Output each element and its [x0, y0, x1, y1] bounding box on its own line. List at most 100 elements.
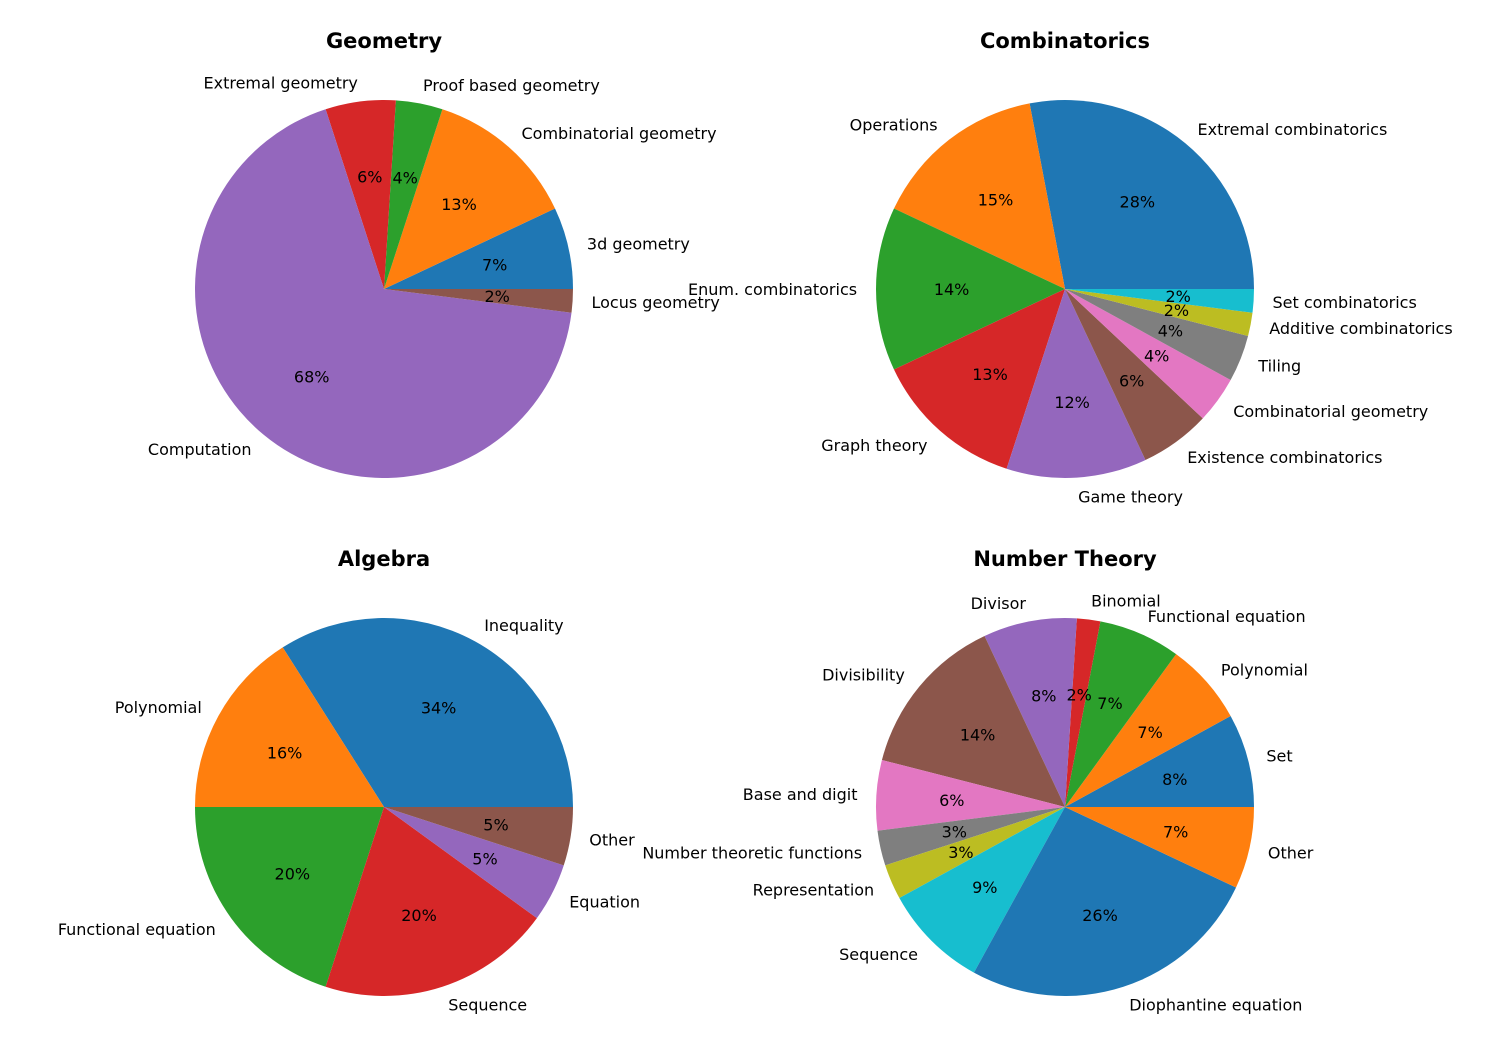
pct-label-game-theory: 12% [1054, 393, 1090, 412]
slice-label-game-theory: Game theory [1078, 488, 1183, 507]
pct-label-binomial: 2% [1067, 686, 1092, 705]
chart-title-number-theory: Number Theory [973, 547, 1157, 571]
slice-label-functional-equation: Functional equation [58, 920, 216, 939]
pie-slice-base-and-digit [876, 760, 1065, 831]
pie-slice-set-combinatorics [1065, 289, 1254, 313]
pct-label-enum-combinatorics: 14% [934, 280, 970, 299]
slice-label-diophantine-equation: Diophantine equation [1129, 996, 1302, 1015]
pie-slice-functional-equation [1065, 621, 1177, 807]
slice-label-other: Other [1268, 843, 1314, 862]
pie-slice-graph-theory [893, 289, 1065, 469]
slice-label-existence-combinatorics: Existence combinatorics [1187, 448, 1382, 467]
pct-label-sequence: 20% [401, 906, 437, 925]
pct-label-functional-equation: 20% [275, 865, 311, 884]
pie-slice-locus-geometry [384, 289, 573, 313]
slice-label-combinatorial-geometry: Combinatorial geometry [1233, 402, 1428, 421]
slice-label-other: Other [589, 831, 635, 850]
pct-label-base-and-digit: 6% [939, 791, 964, 810]
slice-label-set: Set [1266, 746, 1292, 765]
pct-label-polynomial: 16% [267, 743, 303, 762]
pie-chart-combinatorics: Combinatorics 28% Extremal combinatorics 1… [688, 29, 1453, 507]
chart-title-combinatorics: Combinatorics [980, 29, 1150, 53]
slice-label-computation: Computation [148, 440, 252, 459]
slice-label-binomial: Binomial [1091, 592, 1161, 611]
pie-slice-equation [384, 807, 564, 919]
pct-label-proof-based-geometry: 4% [393, 169, 418, 188]
pct-label-diophantine-equation: 26% [1082, 906, 1118, 925]
pie-slice-binomial [1065, 618, 1101, 807]
slice-label-divisor: Divisor [971, 594, 1027, 613]
pct-label-extremal-combinatorics: 28% [1120, 193, 1156, 212]
pie-chart-number-theory: Number Theory 8% Set 7% Polynomial 7% Functio… [642, 547, 1313, 1015]
pie-slice-combinatorial-geometry [1065, 289, 1231, 419]
pct-label-sequence: 9% [972, 878, 997, 897]
pie-chart-algebra: Algebra 34% Inequality 16% Polynomial 20% Fun… [58, 547, 640, 1015]
pie-slice-game-theory [1006, 289, 1146, 478]
pct-label-divisor: 8% [1031, 687, 1056, 706]
pct-label-additive-combinatorics: 2% [1164, 301, 1189, 320]
pie-slice-proof-based-geometry [384, 100, 443, 290]
slice-label-locus-geometry: Locus geometry [592, 293, 720, 312]
pct-label-polynomial: 7% [1137, 723, 1162, 742]
slice-label-representation: Representation [753, 881, 875, 900]
pct-label-existence-combinatorics: 6% [1119, 372, 1144, 391]
pie-slice-computation [195, 109, 572, 479]
pie-slice-extremal-combinatorics [1029, 100, 1254, 289]
pct-label-functional-equation: 7% [1097, 694, 1122, 713]
slice-label-tiling: Tiling [1257, 357, 1301, 376]
pie-chart-geometry: Geometry 7% 3d geometry 13% Combinatorial g… [148, 29, 720, 479]
pie-slice-divisibility [881, 635, 1065, 807]
pie-slice-functional-equation [195, 807, 384, 987]
pie-slice-extremal-geometry [325, 99, 396, 289]
slice-label-inequality: Inequality [484, 616, 563, 635]
pie-slice-polynomial [1065, 654, 1231, 807]
pct-label-locus-geometry: 2% [485, 287, 510, 306]
pct-label-graph-theory: 13% [972, 365, 1008, 384]
slice-label-sequence: Sequence [448, 996, 527, 1015]
pie-slice-operations [893, 103, 1065, 289]
pct-label-3d-geometry: 7% [482, 255, 507, 274]
slice-label-polynomial: Polynomial [1221, 661, 1308, 680]
pct-label-computation: 68% [294, 367, 330, 386]
pct-label-number-theoretic-functions: 3% [942, 823, 967, 842]
pct-label-set: 8% [1162, 770, 1187, 789]
slice-label-proof-based-geometry: Proof based geometry [423, 76, 600, 95]
chart-title-geometry: Geometry [326, 29, 442, 53]
slice-label-extremal-combinatorics: Extremal combinatorics [1198, 120, 1388, 139]
pie-slice-set [1065, 715, 1254, 807]
pie-slice-sequence [899, 807, 1065, 973]
pie-slice-3d-geometry [384, 208, 573, 289]
pct-label-extremal-geometry: 6% [357, 168, 382, 187]
pct-label-other: 5% [483, 816, 508, 835]
slice-label-equation: Equation [569, 892, 640, 911]
slice-label-combinatorial-geometry: Combinatorial geometry [522, 124, 717, 143]
pct-label-divisibility: 14% [960, 726, 996, 745]
pie-slice-diophantine-equation [973, 807, 1237, 996]
pie-slice-tiling [1065, 289, 1249, 381]
slice-label-sequence: Sequence [839, 945, 918, 964]
pct-label-representation: 3% [948, 843, 973, 862]
chart-title-algebra: Algebra [338, 547, 430, 571]
slice-label-operations: Operations [850, 116, 938, 135]
pie-slice-other [1065, 807, 1254, 888]
pct-label-combinatorial-geometry: 13% [441, 195, 477, 214]
pie-slice-combinatorial-geometry [384, 109, 556, 289]
pie-slice-representation [885, 807, 1065, 899]
pie-slice-existence-combinatorics [1065, 289, 1203, 461]
pie-slice-other [384, 807, 573, 866]
pct-label-combinatorial-geometry: 4% [1144, 347, 1169, 366]
slice-label-divisibility: Divisibility [822, 666, 905, 685]
slice-label-number-theoretic-functions: Number theoretic functions [642, 843, 862, 862]
slice-label-3d-geometry: 3d geometry [587, 235, 690, 254]
pct-label-tiling: 4% [1158, 322, 1183, 341]
slice-label-polynomial: Polynomial [115, 698, 202, 717]
pie-slice-polynomial [194, 647, 384, 807]
pie-slice-additive-combinatorics [1065, 289, 1253, 336]
pct-label-operations: 15% [978, 190, 1014, 209]
slice-label-extremal-geometry: Extremal geometry [204, 74, 358, 93]
slice-label-graph-theory: Graph theory [821, 436, 927, 455]
pie-slice-divisor [984, 617, 1077, 807]
pie-slice-enum-combinatorics [876, 208, 1065, 370]
slice-label-set-combinatorics: Set combinatorics [1273, 293, 1417, 312]
